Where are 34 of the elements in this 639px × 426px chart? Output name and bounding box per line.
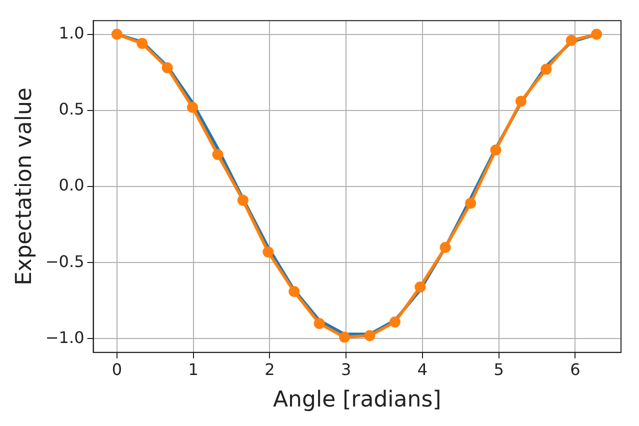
x-tick-label: 3: [340, 360, 352, 380]
y-tick-label: −0.5: [45, 252, 84, 271]
point: [440, 242, 451, 253]
x-axis-title: Angle [radians]: [272, 388, 442, 413]
point: [162, 62, 173, 74]
y-tick-label: 1.0: [58, 23, 84, 42]
y-tick-label: −1.0: [45, 328, 84, 347]
point: [136, 38, 148, 49]
x-tick-label: 2: [264, 360, 275, 380]
point: [591, 28, 602, 40]
point: [515, 96, 526, 107]
x-tick-label: 5: [494, 360, 504, 380]
x-tick-label: 6: [570, 360, 580, 380]
point: [237, 194, 248, 206]
point: [212, 149, 224, 160]
point: [490, 144, 502, 156]
point: [540, 64, 552, 75]
point: [111, 28, 122, 40]
point: [288, 286, 300, 298]
y-tick-label: 0.0: [58, 176, 84, 195]
point: [566, 34, 577, 46]
point: [465, 198, 476, 209]
point: [389, 316, 400, 328]
point: [187, 102, 198, 113]
x-tick-label: 0: [112, 360, 122, 380]
y-axis-title: Expectation value: [12, 88, 37, 286]
y-tick-label: 0.5: [58, 100, 84, 119]
point: [262, 246, 274, 258]
point: [364, 330, 376, 342]
point: [339, 332, 350, 343]
x-tick-label: 4: [417, 360, 428, 380]
x-tick-label: 1: [188, 360, 198, 380]
point: [314, 318, 325, 329]
point: [414, 281, 426, 292]
